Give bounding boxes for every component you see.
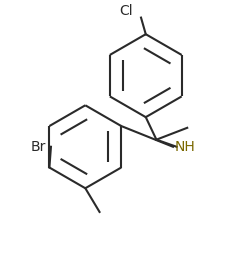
Text: Br: Br	[31, 140, 46, 154]
Text: Cl: Cl	[120, 4, 133, 18]
Text: NH: NH	[174, 140, 195, 154]
